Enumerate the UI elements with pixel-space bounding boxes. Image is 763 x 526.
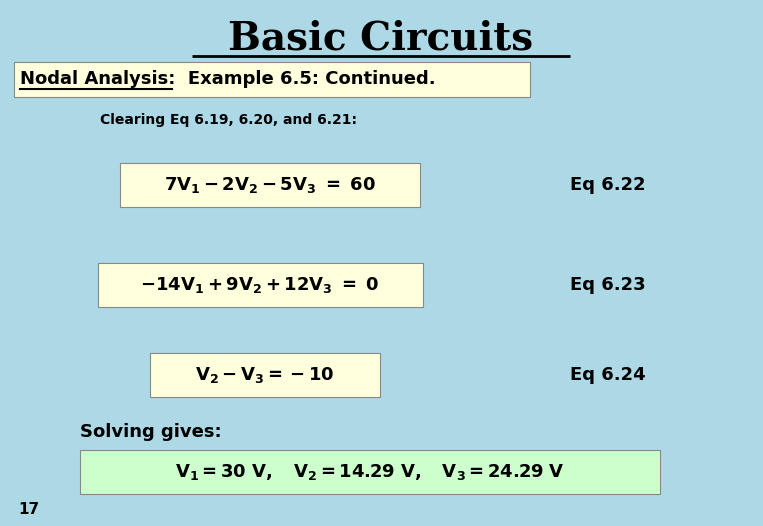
Text: $\mathbf{V_1 = 30\ V,\quad V_2 = 14.29\ V,\quad V_3 = 24.29\ V}$: $\mathbf{V_1 = 30\ V,\quad V_2 = 14.29\ … [175,462,565,482]
FancyBboxPatch shape [98,263,423,307]
FancyBboxPatch shape [150,353,380,397]
Text: Eq 6.22: Eq 6.22 [570,176,645,194]
Text: Solving gives:: Solving gives: [80,423,221,441]
Text: Clearing Eq 6.19, 6.20, and 6.21:: Clearing Eq 6.19, 6.20, and 6.21: [100,113,357,127]
FancyBboxPatch shape [120,163,420,207]
Text: Eq 6.24: Eq 6.24 [570,366,645,384]
FancyBboxPatch shape [14,62,530,97]
Text: 17: 17 [18,502,39,518]
Text: $\mathbf{-14V_1 + 9V_2 + 12V_3\ =\ 0}$: $\mathbf{-14V_1 + 9V_2 + 12V_3\ =\ 0}$ [140,275,380,295]
Text: $\mathbf{V_2 - V_3 = -10}$: $\mathbf{V_2 - V_3 = -10}$ [195,365,335,385]
Text: Eq 6.23: Eq 6.23 [570,276,645,294]
Text: Nodal Analysis:  Example 6.5: Continued.: Nodal Analysis: Example 6.5: Continued. [20,70,436,88]
FancyBboxPatch shape [80,450,660,494]
Text: $\mathbf{7V_1 - 2V_2 - 5V_3\ =\ 60}$: $\mathbf{7V_1 - 2V_2 - 5V_3\ =\ 60}$ [164,175,376,195]
Text: Basic Circuits: Basic Circuits [228,19,533,57]
